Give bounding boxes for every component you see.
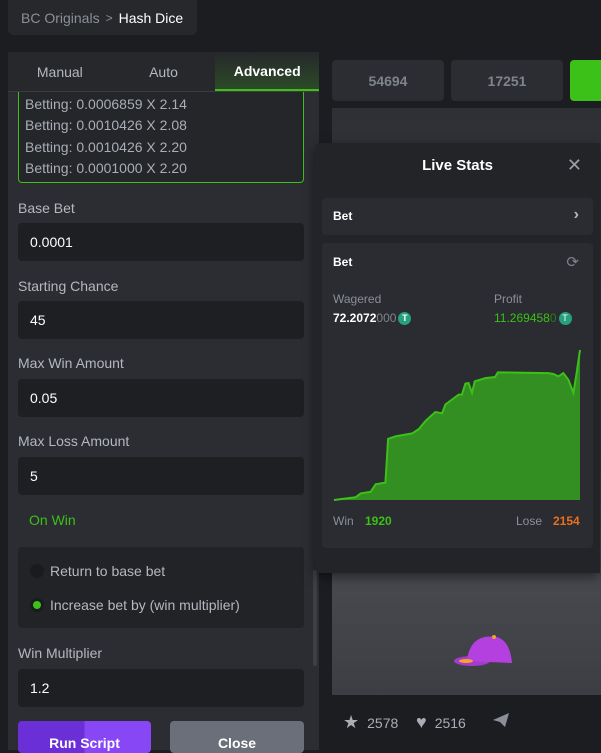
likes-count: 2516 [434,714,466,731]
close-icon[interactable]: ✕ [566,155,582,175]
stats-card: Bet ⟳ Wagered 72.2072 000 T Profit 11.2694… [322,243,593,548]
live-stats-panel: Live Stats ✕ Bet › Bet ⟳ Wagered 72.2072… [315,143,600,573]
share-button[interactable] [492,712,510,728]
starting-chance-label: Starting Chance [18,278,119,294]
value-button[interactable]: 54694 [332,60,444,101]
refresh-icon[interactable]: ⟳ [566,254,579,271]
chevron-right-icon: › [573,206,579,223]
tab-advanced[interactable]: Advanced [215,52,320,91]
favorites[interactable]: ★ 2578 [343,712,398,733]
radio-increase-bet[interactable]: Increase bet by (win multiplier) [30,597,240,613]
radio-label: Increase bet by (win multiplier) [50,597,240,613]
star-icon: ★ [343,712,360,732]
base-bet-input[interactable]: 0.0001 [18,223,304,261]
radio-label: Return to base bet [50,563,166,579]
log-line: Betting: 0.0010426 X 2.08 [25,117,187,134]
breadcrumb: BC Originals > Hash Dice [8,0,197,35]
bet-button[interactable] [570,60,601,101]
win-label: Win [333,514,354,528]
mode-tabs: Manual Auto Advanced [8,52,320,92]
wagered-label: Wagered [333,292,382,306]
base-bet-label: Base Bet [18,200,75,216]
run-script-button[interactable]: Run Script [18,721,151,753]
profit-area [334,350,580,500]
max-loss-label: Max Loss Amount [18,433,130,449]
heart-icon: ♥ [416,712,427,732]
cap-image [454,635,512,666]
win-multiplier-input[interactable]: 1.2 [18,669,304,707]
log-line: Betting: 0.0006859 X 2.14 [25,96,187,112]
stats-select[interactable]: Bet › [322,198,593,235]
chevron-right-icon: > [105,10,113,25]
breadcrumb-current: Hash Dice [118,9,184,26]
profit-value: 11.269458 0 T [494,311,572,325]
likes[interactable]: ♥ 2516 [416,712,466,733]
scrollbar[interactable] [313,570,317,666]
wagered-value: 72.2072 000 T [333,311,412,325]
max-win-label: Max Win Amount [18,355,124,371]
max-win-input[interactable]: 0.05 [18,379,304,417]
lose-count: 2154 [553,514,580,528]
starting-chance-input[interactable]: 45 [18,301,304,339]
tab-auto[interactable]: Auto [149,63,178,80]
lose-label: Lose [516,514,543,528]
value-button[interactable]: 17251 [451,60,563,101]
breadcrumb-parent[interactable]: BC Originals [21,9,100,26]
live-stats-title: Live Stats [422,157,493,174]
radio-return-base[interactable]: Return to base bet [30,563,165,579]
usdt-icon: T [398,311,412,325]
win-count: 1920 [365,514,392,528]
profit-line [333,349,581,501]
usdt-icon: T [558,311,572,325]
card-title: Bet [333,255,353,269]
favorites-count: 2578 [367,714,399,731]
win-multiplier-label: Win Multiplier [18,645,103,661]
max-loss-input[interactable]: 5 [18,457,304,495]
radio-icon [30,564,44,578]
profit-label: Profit [494,292,523,306]
log-line: Betting: 0.0001000 X 2.20 [25,159,187,176]
profit-chart [333,349,581,501]
close-button[interactable]: Close [170,721,304,753]
stats-select-value: Bet [333,209,353,223]
log-line: Betting: 0.0010426 X 2.20 [25,138,187,155]
on-win-label: On Win [29,512,76,528]
script-log[interactable]: Betting: 0.0006859 X 2.14 Betting: 0.001… [18,92,304,183]
radio-checked-icon [30,598,44,612]
tab-manual[interactable]: Manual [36,63,83,80]
telegram-icon [493,713,509,727]
on-win-options: Return to base bet Increase bet by (win … [18,547,304,628]
